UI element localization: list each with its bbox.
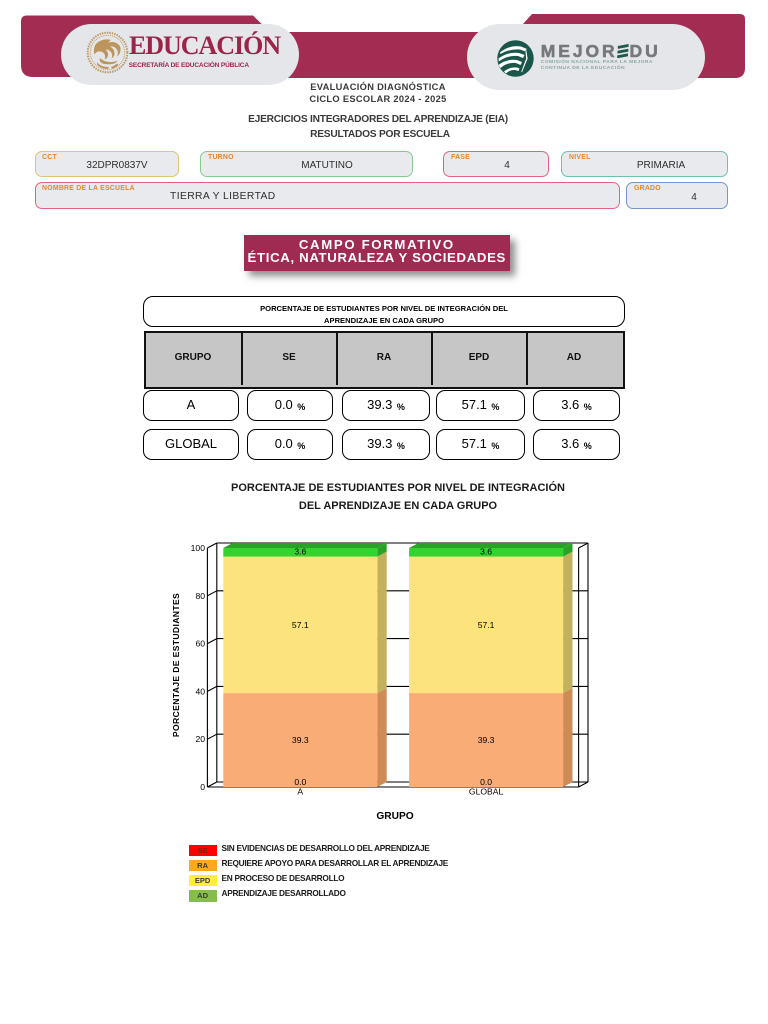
svg-text:20: 20 [195,734,205,744]
svg-text:80: 80 [195,591,205,601]
svg-text:A: A [297,786,303,796]
svg-text:57.1: 57.1 [478,620,495,630]
svg-text:0.0: 0.0 [294,777,306,787]
svg-text:3.6: 3.6 [294,547,306,557]
svg-text:GLOBAL: GLOBAL [469,786,504,796]
svg-text:57.1: 57.1 [292,620,309,630]
svg-text:60: 60 [195,639,205,649]
svg-text:39.3: 39.3 [292,735,309,745]
svg-text:GRUPO: GRUPO [376,811,413,822]
svg-text:39.3: 39.3 [478,735,495,745]
svg-text:0: 0 [200,782,205,792]
svg-text:3.6: 3.6 [480,547,492,557]
svg-text:40: 40 [195,686,205,696]
svg-text:0.0: 0.0 [480,777,492,787]
svg-text:100: 100 [191,543,206,553]
svg-text:PORCENTAJE DE ESTUDIANTES: PORCENTAJE DE ESTUDIANTES [171,593,181,737]
